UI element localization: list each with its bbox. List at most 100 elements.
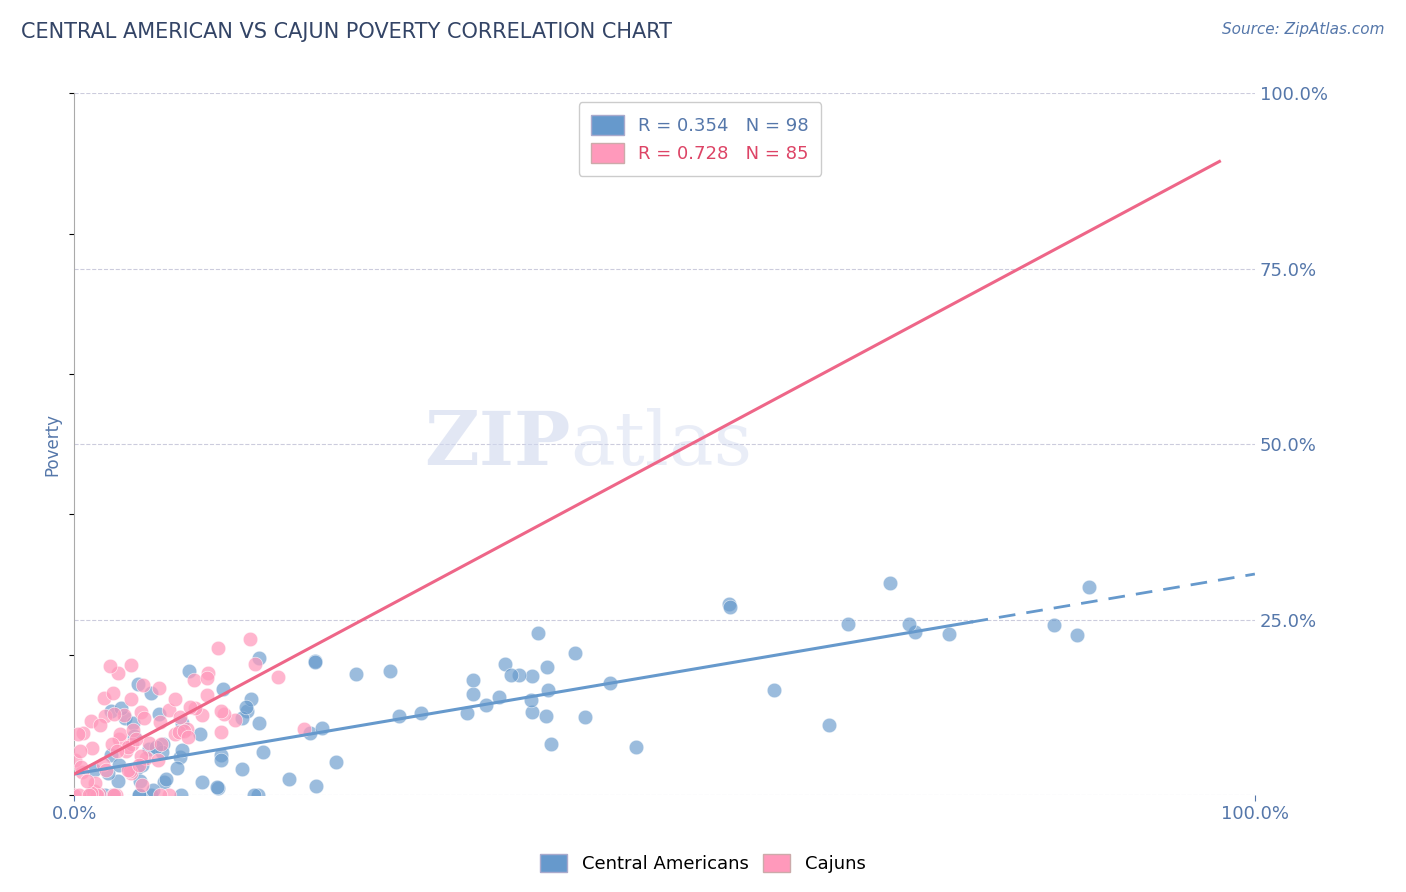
Point [179, 699, 201, 714]
Point [904, 625, 927, 640]
Point [128, 788, 150, 802]
Point [520, 705, 543, 719]
Point [142, 782, 165, 797]
Point [239, 632, 262, 646]
Point [304, 656, 326, 670]
Point [170, 743, 193, 757]
Text: ZIP: ZIP [423, 408, 571, 481]
Point [98, 659, 121, 673]
Point [114, 744, 136, 758]
Point [112, 708, 135, 723]
Point [224, 713, 246, 727]
Point [100, 748, 122, 763]
Point [243, 788, 266, 802]
Point [170, 788, 193, 802]
Point [388, 709, 411, 723]
Point [103, 788, 125, 802]
Point [209, 748, 232, 763]
Point [292, 723, 315, 737]
Point [501, 668, 523, 682]
Point [101, 737, 124, 751]
Point [117, 739, 139, 754]
Point [537, 683, 560, 698]
Point [120, 766, 142, 780]
Point [624, 739, 647, 754]
Point [128, 788, 150, 802]
Point [120, 764, 142, 778]
Point [299, 726, 322, 740]
Point [1043, 618, 1066, 632]
Point [84, 776, 107, 790]
Point [103, 707, 125, 722]
Point [103, 788, 125, 802]
Point [80, 714, 103, 728]
Point [183, 673, 205, 687]
Point [80, 788, 103, 802]
Point [461, 687, 484, 701]
Point [197, 671, 219, 685]
Point [209, 725, 232, 739]
Point [209, 753, 232, 767]
Point [121, 738, 143, 752]
Legend: Central Americans, Cajuns: Central Americans, Cajuns [534, 848, 872, 879]
Point [89, 718, 111, 732]
Point [599, 676, 621, 690]
Point [139, 788, 162, 802]
Point [1077, 580, 1099, 594]
Point [214, 707, 236, 722]
Point [121, 723, 143, 738]
Point [148, 681, 170, 696]
Legend: R = 0.354   N = 98, R = 0.728   N = 85: R = 0.354 N = 98, R = 0.728 N = 85 [579, 103, 821, 176]
Point [938, 627, 960, 641]
Text: atlas: atlas [571, 408, 752, 481]
Point [107, 774, 129, 789]
Point [534, 709, 557, 723]
Point [132, 678, 155, 692]
Point [153, 775, 176, 789]
Point [184, 701, 207, 715]
Point [132, 711, 155, 725]
Point [170, 715, 193, 730]
Point [211, 681, 233, 696]
Point [107, 757, 129, 772]
Point [100, 704, 122, 718]
Point [146, 753, 169, 767]
Point [69, 744, 91, 758]
Point [209, 705, 232, 719]
Point [70, 760, 93, 774]
Point [520, 693, 543, 707]
Point [89, 788, 111, 802]
Point [157, 788, 180, 802]
Point [304, 654, 326, 668]
Point [148, 788, 170, 802]
Point [305, 780, 328, 794]
Point [105, 744, 128, 758]
Point [127, 760, 149, 774]
Point [124, 729, 146, 743]
Point [879, 576, 901, 591]
Point [108, 731, 131, 746]
Point [114, 710, 136, 724]
Point [243, 657, 266, 671]
Point [1066, 628, 1088, 642]
Point [475, 698, 498, 713]
Point [176, 722, 198, 736]
Point [117, 763, 139, 777]
Point [311, 721, 333, 735]
Point [84, 788, 107, 802]
Point [139, 686, 162, 700]
Point [107, 666, 129, 681]
Point [837, 616, 859, 631]
Point [197, 666, 219, 681]
Point [574, 710, 596, 724]
Point [122, 716, 145, 731]
Point [150, 737, 173, 751]
Point [718, 597, 741, 611]
Point [165, 692, 187, 706]
Point [173, 724, 195, 739]
Point [207, 781, 229, 796]
Point [127, 676, 149, 690]
Text: CENTRAL AMERICAN VS CAJUN POVERTY CORRELATION CHART: CENTRAL AMERICAN VS CAJUN POVERTY CORREL… [21, 22, 672, 42]
Y-axis label: Poverty: Poverty [44, 413, 60, 475]
Point [110, 701, 132, 715]
